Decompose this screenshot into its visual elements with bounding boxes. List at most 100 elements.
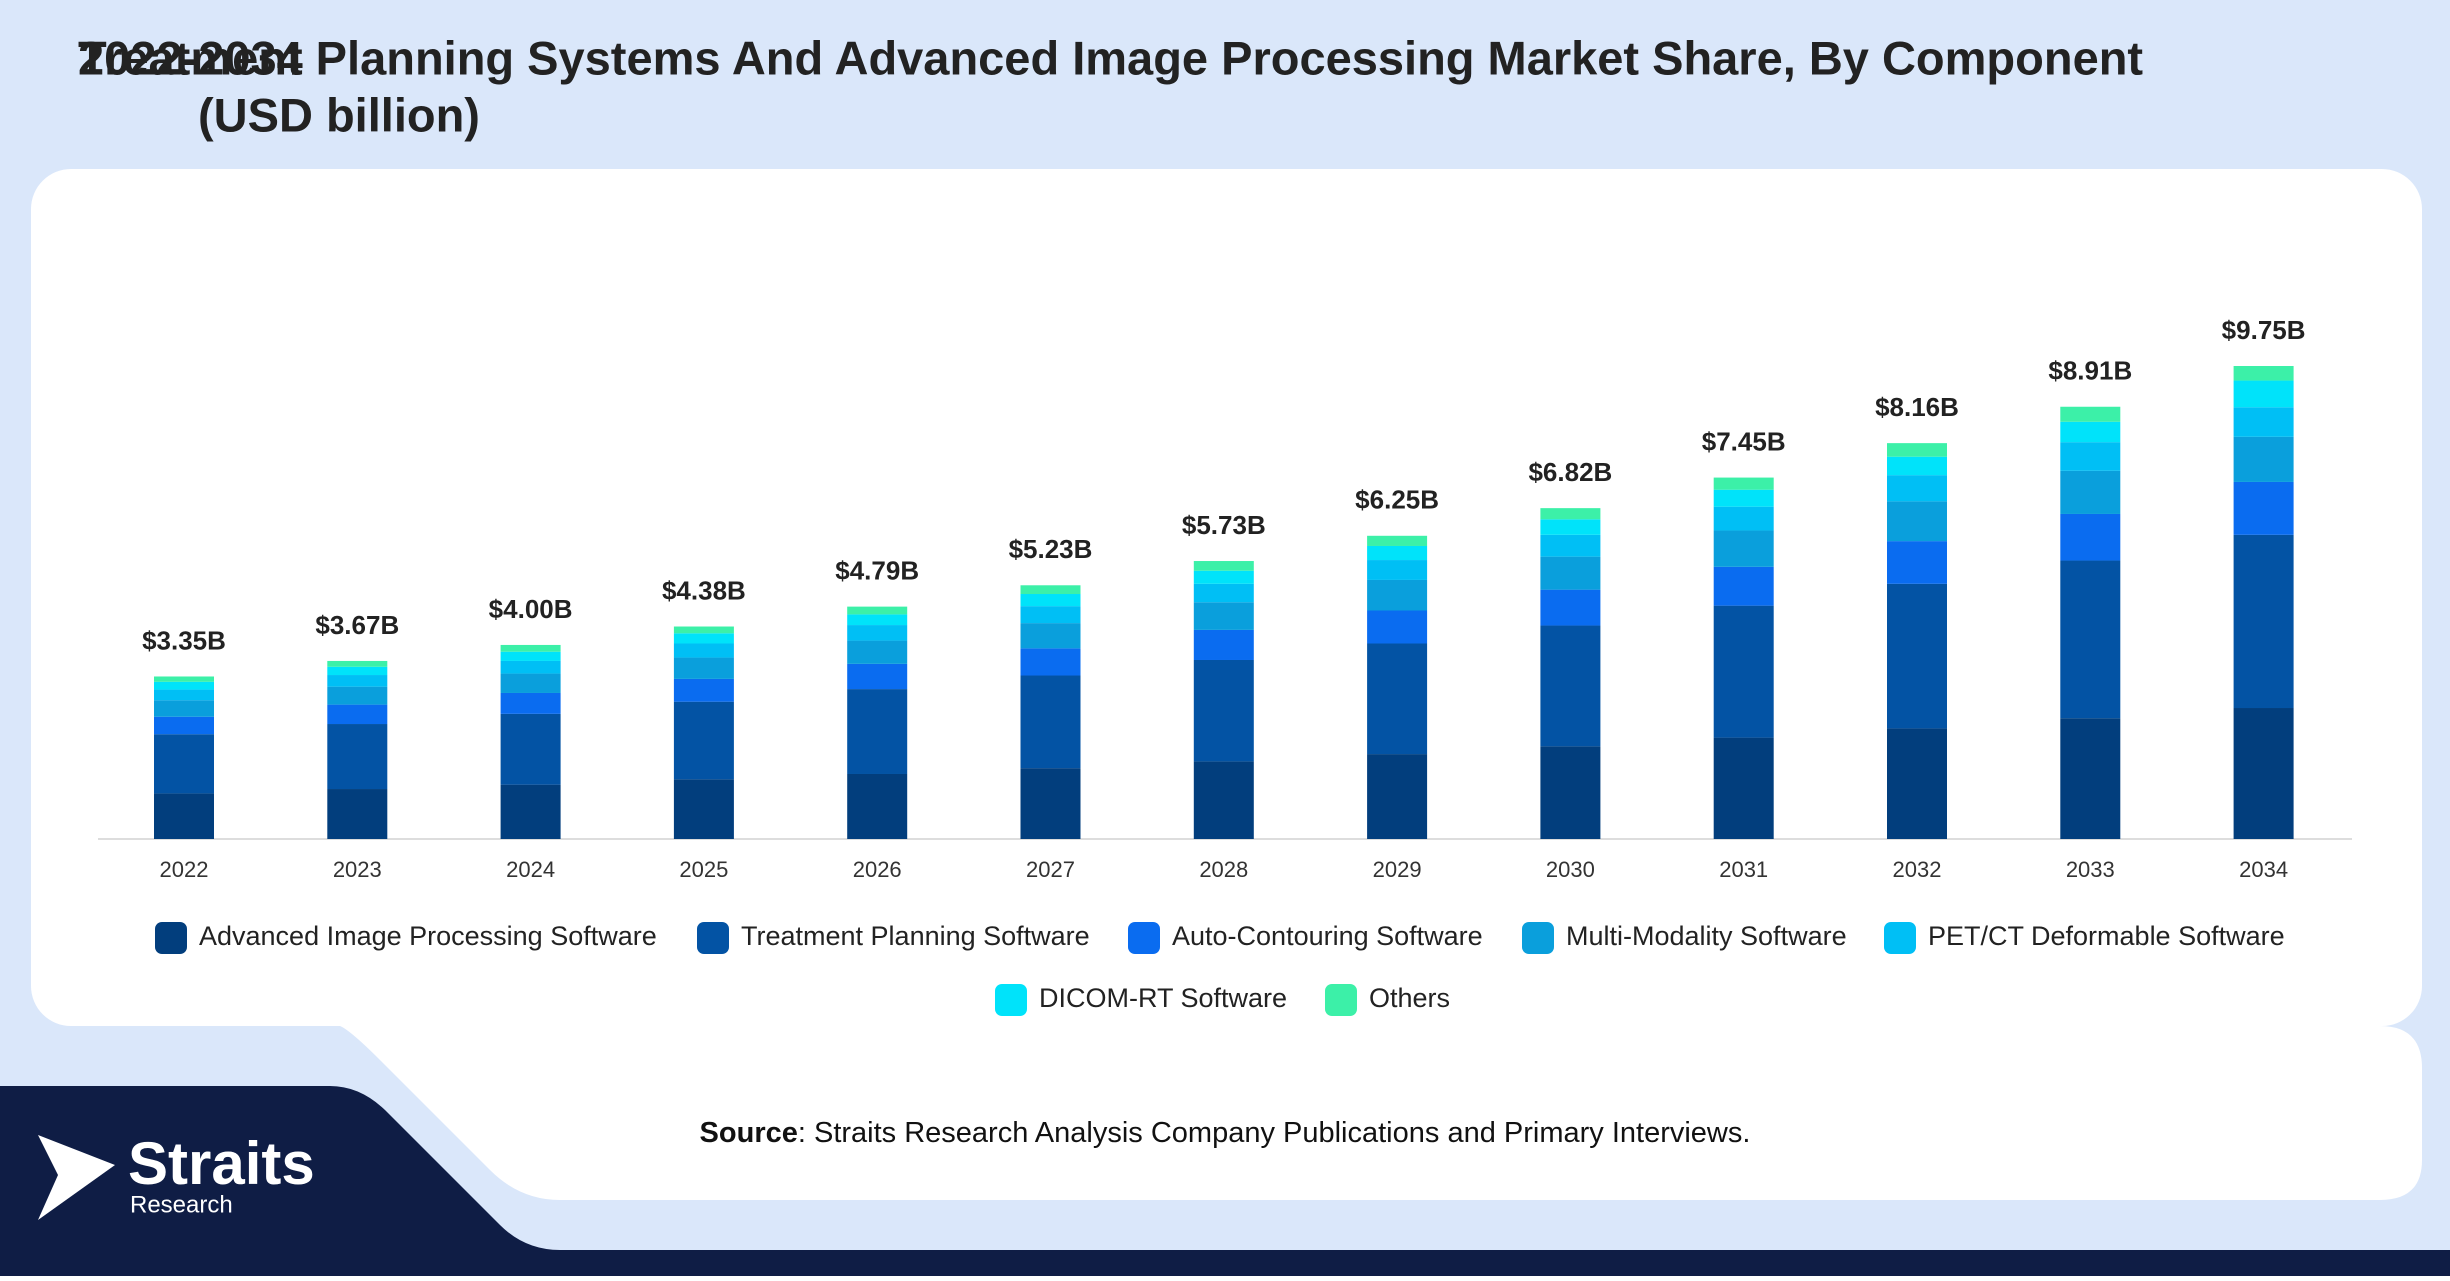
legend-label: Multi-Modality Software [1566, 921, 1847, 951]
bar-segment [1367, 545, 1428, 561]
legend-swatch [1884, 922, 1916, 954]
bar-segment [673, 633, 734, 644]
bar-segment [847, 773, 908, 839]
bar-segment [327, 724, 388, 790]
legend-swatch [1128, 922, 1160, 954]
bar-segment [673, 657, 734, 679]
bar-segment [1193, 761, 1254, 839]
bar-segment [2233, 366, 2294, 381]
bar-segment [1887, 541, 1947, 584]
bar-segment [1887, 443, 1947, 457]
bar-segment [847, 663, 908, 690]
bar-segment [1540, 589, 1601, 626]
bar-segment [2060, 560, 2121, 719]
x-tick-label: 2028 [1199, 857, 1248, 882]
x-tick-label: 2026 [853, 857, 902, 882]
bar-segment [1540, 746, 1601, 839]
logo-icon [38, 1135, 115, 1220]
bar-segment [673, 643, 734, 658]
title-overlay: 2022-2034 [78, 31, 303, 84]
bar-segment [673, 701, 734, 780]
x-tick-label: 2031 [1719, 857, 1768, 882]
bar-segment [500, 713, 561, 785]
x-tick-label: 2024 [506, 857, 555, 882]
bar-segment [1193, 629, 1254, 660]
total-label: $3.67B [315, 610, 399, 640]
total-label: $3.35B [142, 625, 226, 655]
total-label: $8.16B [1875, 392, 1959, 422]
bar-segment [2233, 708, 2294, 839]
x-tick-label: 2027 [1026, 857, 1075, 882]
bar-segment [2060, 718, 2121, 839]
bar-segment [1367, 560, 1428, 580]
bar-segment [847, 606, 908, 615]
total-label: $5.23B [1009, 534, 1093, 564]
bar-segment [1367, 610, 1428, 644]
bar-segment [154, 716, 214, 735]
bar-segment [2233, 407, 2294, 437]
bar-segment [327, 704, 388, 725]
total-label: $9.75B [2222, 315, 2306, 345]
bar-segment [1193, 570, 1254, 584]
bar-segment [2060, 421, 2121, 443]
x-tick-label: 2029 [1373, 857, 1422, 882]
legend-label: DICOM-RT Software [1039, 983, 1287, 1013]
total-label: $6.25B [1355, 485, 1439, 515]
bar-segment [500, 673, 561, 693]
bar-segment [154, 793, 214, 839]
bar-segment [847, 625, 908, 641]
bar-segment [1887, 456, 1947, 476]
chart-title: Treatment Planning Systems And Advanced … [78, 31, 2143, 84]
bar-segment [1367, 535, 1428, 546]
bar-segment [2060, 513, 2121, 561]
legend-label: Treatment Planning Software [741, 921, 1090, 951]
bar-segment [673, 626, 734, 634]
bar-segment [1020, 594, 1081, 607]
bar-segment [327, 660, 388, 667]
bar-segment [154, 700, 214, 717]
bar-segment [1540, 508, 1601, 520]
bar-segment [847, 640, 908, 664]
x-tick-label: 2034 [2239, 857, 2288, 882]
total-label: $8.91B [2048, 356, 2132, 386]
chart-subtitle: (USD billion) [198, 88, 480, 141]
total-label: $5.73B [1182, 510, 1266, 540]
bar-segment [2060, 442, 2121, 471]
x-tick-label: 2033 [2066, 857, 2115, 882]
bar-segment [1367, 754, 1428, 839]
legend-label: Others [1369, 983, 1450, 1013]
legend-label: Auto-Contouring Software [1172, 921, 1483, 951]
bar-segment [500, 644, 561, 652]
total-label: $6.82B [1528, 457, 1612, 487]
bar-segment [1193, 659, 1254, 762]
bar-segment [847, 614, 908, 626]
bar-segment [2233, 534, 2294, 709]
bar-segment [154, 681, 214, 690]
bar-segment [154, 676, 214, 682]
bar-segment [500, 660, 561, 674]
bar-segment [1020, 623, 1081, 649]
bar-segment [1713, 566, 1774, 606]
bar-segment [1713, 489, 1774, 507]
bar-segment [847, 689, 908, 774]
bar-segment [327, 666, 388, 676]
bar-segment [2060, 406, 2121, 422]
bar-segment [673, 678, 734, 702]
bar-segment [327, 789, 388, 839]
bar-segment [1713, 477, 1774, 490]
legend-swatch [1325, 984, 1357, 1016]
legend-swatch [995, 984, 1027, 1016]
total-label: $4.00B [489, 594, 573, 624]
bar-segment [1193, 602, 1254, 630]
legend-swatch [155, 922, 187, 954]
source: Source: Straits Research Analysis Compan… [700, 1117, 1751, 1149]
bar-segment [2233, 481, 2294, 535]
bar-segment [1020, 675, 1081, 769]
bar-segment [1367, 643, 1428, 755]
bar-segment [1540, 519, 1601, 535]
bar-segment [1540, 556, 1601, 590]
bar-segment [1887, 583, 1947, 729]
bar-segment [500, 692, 561, 714]
legend-label: Advanced Image Processing Software [199, 921, 657, 951]
